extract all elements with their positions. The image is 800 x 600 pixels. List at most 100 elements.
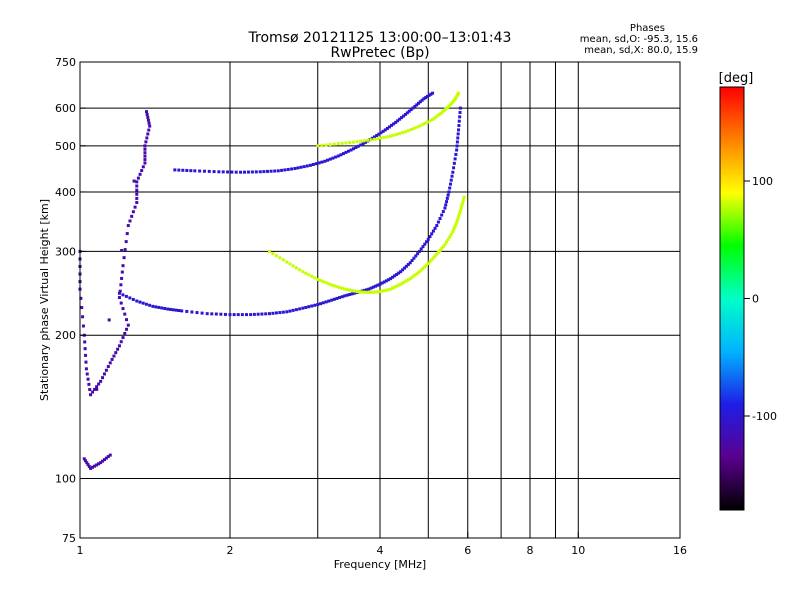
- data-point: [84, 360, 88, 364]
- data-point: [402, 280, 406, 284]
- data-point: [311, 163, 315, 167]
- data-point: [380, 289, 384, 293]
- data-point: [288, 262, 292, 266]
- data-point: [314, 162, 318, 166]
- data-point: [412, 256, 416, 260]
- data-point: [459, 206, 463, 210]
- data-point: [117, 291, 121, 295]
- data-point: [283, 168, 287, 172]
- y-tick-label: 75: [62, 532, 76, 545]
- data-point: [428, 235, 432, 239]
- data-point: [447, 190, 451, 194]
- data-point: [294, 266, 298, 270]
- data-point: [160, 306, 164, 310]
- data-point: [143, 151, 147, 155]
- data-point: [432, 116, 436, 120]
- data-point: [406, 263, 410, 267]
- data-point: [349, 148, 353, 152]
- data-point: [452, 228, 456, 232]
- data-point: [336, 154, 340, 158]
- data-point: [378, 290, 382, 294]
- data-point: [128, 219, 132, 223]
- data-point: [453, 157, 457, 161]
- y-tick-label: 600: [55, 102, 76, 115]
- data-point: [310, 274, 314, 278]
- data-point: [121, 336, 125, 340]
- data-point: [328, 143, 332, 147]
- data-point: [207, 169, 211, 173]
- data-point: [399, 282, 403, 286]
- data-point: [415, 125, 419, 129]
- data-point: [104, 368, 108, 372]
- data-point: [440, 246, 444, 250]
- data-point: [120, 248, 124, 252]
- data-point: [460, 203, 464, 207]
- data-point: [457, 214, 461, 218]
- data-point: [448, 186, 452, 190]
- data-point: [391, 286, 395, 290]
- data-point: [316, 144, 320, 148]
- data-point: [441, 210, 445, 214]
- data-point: [376, 290, 380, 294]
- data-point: [143, 154, 147, 158]
- data-point: [454, 152, 458, 156]
- data-point: [143, 158, 147, 162]
- data-point: [135, 201, 139, 205]
- data-point: [439, 111, 443, 115]
- data-point: [189, 169, 193, 173]
- data-point: [380, 281, 384, 285]
- data-point: [379, 131, 383, 135]
- data-point: [285, 310, 289, 314]
- data-point: [348, 292, 352, 296]
- data-point: [86, 463, 90, 467]
- data-point: [457, 119, 461, 123]
- data-point: [121, 264, 125, 268]
- data-point: [401, 268, 405, 272]
- data-point: [370, 136, 374, 140]
- data-point: [431, 256, 435, 260]
- data-point: [421, 245, 425, 249]
- data-point: [436, 220, 440, 224]
- data-point: [120, 276, 124, 280]
- data-point: [336, 142, 340, 146]
- data-point: [332, 284, 336, 288]
- data-point: [449, 178, 453, 182]
- data-point: [427, 93, 431, 97]
- data-point: [363, 140, 367, 144]
- data-point: [438, 217, 442, 221]
- data-point: [95, 385, 99, 389]
- data-point: [91, 390, 95, 394]
- data-point: [273, 169, 277, 173]
- data-point: [281, 310, 285, 314]
- data-point: [83, 347, 87, 351]
- data-points: [78, 91, 466, 470]
- data-point: [332, 142, 336, 146]
- data-point: [452, 161, 456, 165]
- data-point: [423, 242, 427, 246]
- data-point: [456, 216, 460, 220]
- y-tick-label: 500: [55, 140, 76, 153]
- colorbar-ticks: 100 0 -100: [744, 175, 777, 423]
- data-point: [181, 168, 185, 172]
- data-point: [97, 382, 101, 386]
- data-point: [350, 289, 354, 293]
- data-point: [445, 240, 449, 244]
- data-point: [330, 298, 334, 302]
- data-point: [116, 347, 120, 351]
- data-point: [124, 240, 128, 244]
- data-point: [135, 184, 139, 188]
- data-point: [448, 235, 452, 239]
- data-point: [120, 270, 124, 274]
- data-point: [185, 168, 189, 172]
- data-point: [373, 135, 377, 139]
- chart-title: Tromsø 20121125 13:00:00–13:01:43: [248, 30, 512, 46]
- colorbar-label: [deg]: [719, 71, 754, 86]
- data-point: [320, 143, 324, 147]
- data-point: [106, 455, 110, 459]
- data-point: [425, 94, 429, 98]
- data-point: [359, 139, 363, 143]
- data-point: [395, 272, 399, 276]
- data-point: [117, 344, 121, 348]
- data-point: [431, 91, 435, 95]
- data-point: [371, 290, 375, 294]
